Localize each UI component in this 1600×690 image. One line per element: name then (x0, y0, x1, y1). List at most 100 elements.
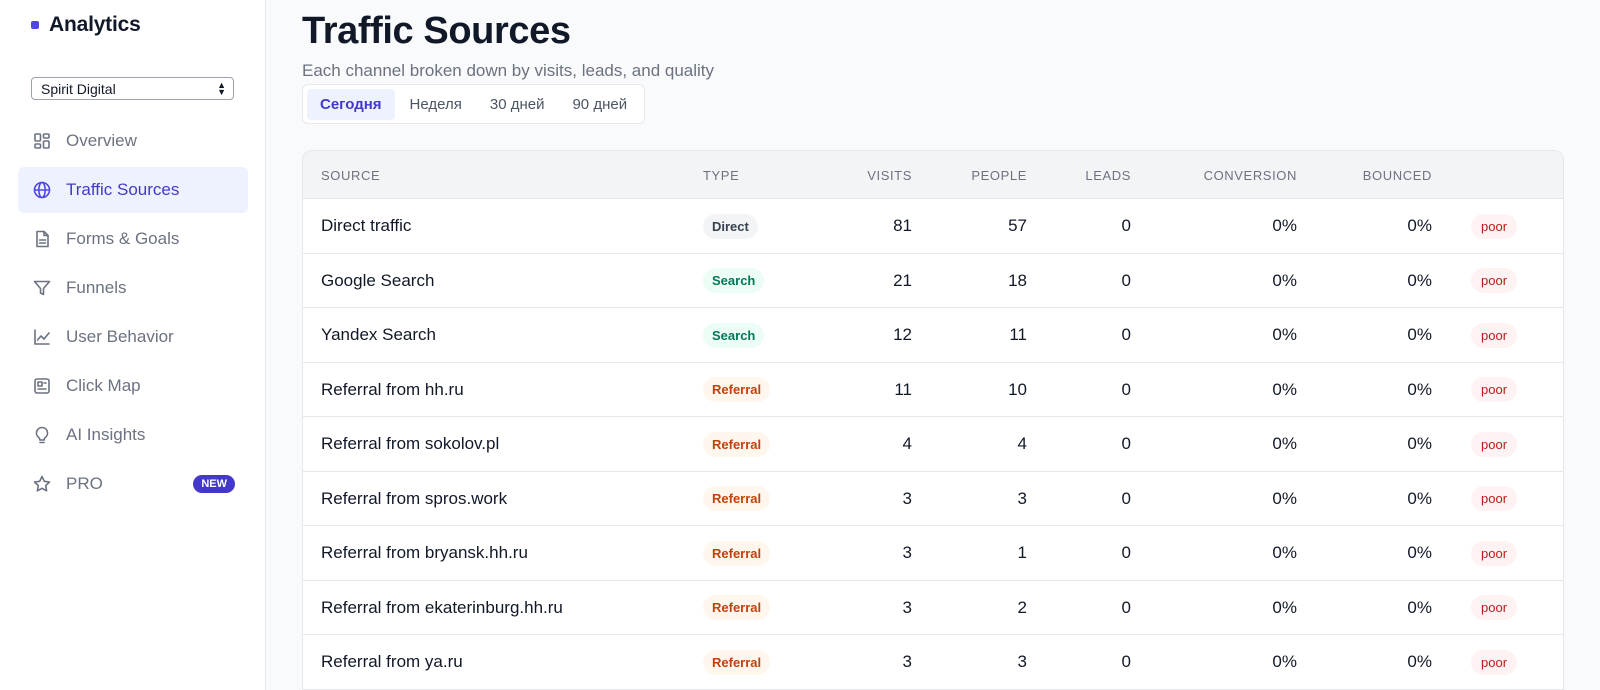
bounced-value: 0% (1407, 325, 1432, 344)
brand[interactable]: Analytics (31, 13, 141, 37)
column-header-bounced[interactable]: BOUNCED (1362, 168, 1432, 183)
source-name: Referral from spros.work (321, 488, 508, 508)
table-row[interactable]: Referral from spros.work Referral 3 3 0 … (303, 472, 1563, 526)
people-value: 57 (1008, 216, 1027, 235)
sidebar-item-funnels[interactable]: Funnels (18, 265, 248, 311)
quality-badge: poor (1471, 649, 1518, 675)
source-name: Referral from ekaterinburg.hh.ru (321, 597, 563, 617)
column-header-source[interactable]: SOURCE (321, 168, 381, 183)
people-value: 18 (1008, 270, 1027, 290)
type-cell: Direct (703, 199, 758, 253)
sidebar-item-traffic-sources[interactable]: Traffic Sources (18, 167, 248, 213)
column-header-type[interactable]: TYPE (703, 168, 740, 183)
leads-value: 0 (1121, 216, 1131, 235)
quality-badge: poor (1471, 595, 1518, 620)
type-badge: Referral (703, 377, 771, 402)
table-row[interactable]: Referral from bryansk.hh.ru Referral 3 1… (303, 526, 1563, 581)
period-30-days[interactable]: 30 дней (489, 95, 545, 113)
page-subtitle: Each channel broken down by visits, lead… (302, 61, 715, 80)
table-row[interactable]: Yandex Search Search 12 11 0 0% 0% poor (303, 308, 1563, 363)
sidebar-item-user-behavior[interactable]: User Behavior (18, 314, 248, 360)
conversion-value: 0% (1272, 379, 1297, 399)
sidebar-nav: Overview Traffic Sources Forms & Goals F… (18, 118, 248, 510)
period-today[interactable]: Сегодня (307, 88, 395, 120)
table-row[interactable]: Referral from ya.ru Referral 3 3 0 0% 0%… (303, 635, 1563, 690)
bounced-value: 0% (1407, 434, 1432, 453)
visits-value: 4 (902, 434, 912, 453)
site-select[interactable]: Spirit Digital ▲ ▼ (31, 77, 234, 100)
source-name: Referral from hh.ru (321, 379, 464, 399)
visits-value: 3 (902, 543, 912, 562)
type-cell: Referral (703, 635, 771, 689)
people-value: 2 (1017, 597, 1027, 617)
conversion-value: 0% (1272, 543, 1297, 562)
quality-cell: poor (1471, 363, 1518, 417)
quality-cell: poor (1471, 526, 1518, 580)
table-row[interactable]: Google Search Search 21 18 0 0% 0% poor (303, 254, 1563, 308)
sidebar-item-label: PRO (66, 474, 103, 493)
leads-value: 0 (1121, 379, 1131, 399)
brand-logo-icon (31, 21, 39, 29)
bounced-value: 0% (1407, 270, 1432, 290)
type-cell: Search (703, 308, 765, 362)
source-name: Direct traffic (321, 216, 412, 235)
people-value: 1 (1017, 543, 1027, 562)
bounced-value: 0% (1407, 597, 1432, 617)
type-badge: Search (703, 322, 765, 348)
leads-value: 0 (1121, 270, 1131, 290)
leads-value: 0 (1121, 652, 1131, 671)
star-icon (32, 474, 52, 494)
funnel-icon (32, 278, 52, 298)
sidebar-item-label: Funnels (66, 278, 127, 297)
table-row[interactable]: Referral from sokolov.pl Referral 4 4 0 … (303, 417, 1563, 472)
quality-cell: poor (1471, 635, 1518, 689)
column-header-conversion[interactable]: CONVERSION (1203, 168, 1297, 183)
bounced-value: 0% (1407, 488, 1432, 508)
period-90-days[interactable]: 90 дней (572, 95, 628, 113)
table-header: SOURCE TYPE VISITS PEOPLE LEADS CONVERSI… (303, 151, 1563, 199)
lightbulb-icon (32, 425, 52, 445)
sidebar-item-overview[interactable]: Overview (18, 118, 248, 164)
type-cell: Referral (703, 581, 771, 635)
people-value: 4 (1017, 434, 1027, 453)
traffic-sources-table: SOURCE TYPE VISITS PEOPLE LEADS CONVERSI… (302, 150, 1564, 690)
table-row[interactable]: Referral from hh.ru Referral 11 10 0 0% … (303, 363, 1563, 417)
column-header-people[interactable]: PEOPLE (971, 168, 1027, 183)
column-header-visits[interactable]: VISITS (867, 168, 912, 183)
sidebar-item-forms-goals[interactable]: Forms & Goals (18, 216, 248, 262)
conversion-value: 0% (1272, 434, 1297, 453)
leads-value: 0 (1121, 597, 1131, 617)
period-week[interactable]: Неделя (409, 95, 462, 113)
column-header-leads[interactable]: LEADS (1085, 168, 1131, 183)
quality-cell: poor (1471, 581, 1518, 635)
type-badge: Referral (703, 540, 771, 566)
sidebar-item-click-map[interactable]: Click Map (18, 363, 248, 409)
grid-icon (32, 131, 52, 151)
table-row[interactable]: Direct traffic Direct 81 57 0 0% 0% poor (303, 199, 1563, 254)
new-badge: NEW (193, 475, 235, 493)
table-row[interactable]: Referral from ekaterinburg.hh.ru Referra… (303, 581, 1563, 635)
type-cell: Referral (703, 417, 771, 471)
document-icon (32, 229, 52, 249)
type-badge: Referral (703, 649, 771, 675)
click-map-icon (32, 376, 52, 396)
sidebar-item-label: Click Map (66, 376, 141, 395)
type-cell: Search (703, 254, 765, 308)
sidebar-item-label: Traffic Sources (66, 180, 180, 199)
quality-cell: poor (1471, 417, 1518, 471)
sidebar-item-label: Overview (66, 131, 137, 150)
line-chart-icon (32, 327, 52, 347)
people-value: 3 (1017, 652, 1027, 671)
source-name: Referral from bryansk.hh.ru (321, 543, 528, 562)
visits-value: 11 (894, 379, 912, 399)
type-badge: Direct (703, 213, 758, 239)
sidebar-item-ai-insights[interactable]: AI Insights (18, 412, 248, 458)
type-cell: Referral (703, 472, 771, 526)
app-name: Analytics (49, 13, 141, 36)
bounced-value: 0% (1407, 216, 1432, 235)
page-title: Traffic Sources (302, 10, 571, 52)
quality-badge: poor (1471, 213, 1518, 239)
conversion-value: 0% (1272, 488, 1297, 508)
sidebar-item-pro[interactable]: PRO NEW (18, 461, 248, 507)
source-name: Referral from sokolov.pl (321, 434, 500, 453)
